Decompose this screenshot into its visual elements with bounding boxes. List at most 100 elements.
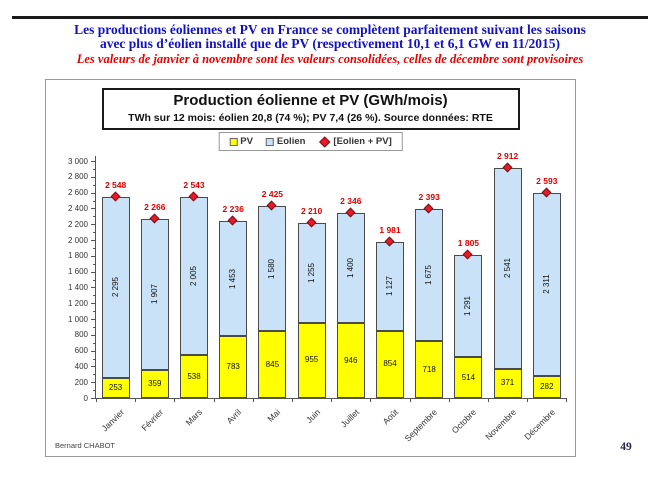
y-tick — [91, 350, 96, 352]
bar-eolien-segment — [140, 218, 169, 370]
legend-item-pv: PV — [229, 136, 253, 147]
x-tick — [370, 398, 372, 402]
top-divider-rule — [12, 16, 648, 19]
y-minor-tick — [93, 200, 96, 202]
y-minor-tick — [93, 279, 96, 281]
bar-pv-segment — [493, 368, 522, 398]
y-axis-label: 2 200 — [67, 219, 88, 229]
x-tick — [213, 398, 215, 402]
bar-eolien-segment — [219, 221, 248, 337]
x-tick — [174, 398, 176, 402]
x-tick — [331, 398, 333, 402]
bar-pv-segment — [415, 341, 444, 398]
eolien-value-label: 2 005 — [189, 266, 198, 287]
y-axis-label: 1 200 — [67, 298, 88, 308]
y-axis-label: 3 000 — [67, 156, 88, 166]
legend-item-total: [Eolien + PV] — [318, 135, 392, 148]
y-minor-tick — [93, 168, 96, 170]
headline-line1: Les productions éoliennes et PV en Franc… — [74, 22, 586, 37]
eolien-swatch-icon — [265, 137, 274, 146]
x-axis-label: Mai — [265, 407, 283, 424]
page-number: 49 — [620, 441, 632, 453]
y-tick — [91, 192, 96, 194]
eolien-value-label: 1 907 — [149, 284, 159, 305]
bar-eolien-segment — [376, 241, 404, 331]
bar-eolien-segment — [493, 167, 522, 369]
total-value-label: 1 981 — [379, 224, 401, 235]
author-credit: Bernard CHABOT — [55, 441, 116, 450]
y-axis-label: 1 000 — [67, 314, 88, 324]
eolien-value-label: 2 541 — [502, 258, 512, 279]
y-minor-tick — [93, 390, 96, 392]
eolien-value-label: 2 311 — [541, 274, 551, 295]
eolien-value-label: 1 675 — [424, 265, 434, 286]
pv-value-label: 718 — [422, 364, 436, 374]
pv-value-label: 371 — [500, 378, 515, 388]
x-tick — [409, 398, 411, 402]
pv-value-label: 955 — [304, 355, 319, 365]
x-tick — [252, 398, 254, 402]
bar-pv-segment — [297, 322, 326, 398]
headline-line2: avec plus d’éolien installé que de PV (r… — [99, 36, 561, 51]
eolien-value-label: 1 580 — [267, 258, 277, 279]
bar-pv-segment — [532, 375, 561, 398]
chart-title: Production éolienne et PV (GWh/mois) — [173, 92, 448, 109]
y-axis-label: 800 — [74, 330, 88, 340]
chart-title-box: Production éolienne et PV (GWh/mois) TWh… — [101, 88, 520, 130]
total-value-label: 2 210 — [300, 206, 323, 217]
bar-pv-segment — [219, 336, 248, 398]
y-axis-label: 2 400 — [67, 203, 88, 213]
headline-note: Les valeurs de janvier à novembre sont l… — [76, 52, 584, 66]
chart-frame: Production éolienne et PV (GWh/mois) TWh… — [45, 79, 576, 457]
bar-eolien-segment — [258, 206, 287, 332]
bar-pv-segment — [180, 355, 208, 398]
total-value-label: 2 266 — [144, 201, 166, 212]
y-tick — [91, 161, 96, 162]
x-axis-label: Novembre — [482, 407, 518, 442]
total-value-label: 2 346 — [340, 195, 362, 206]
y-minor-tick — [93, 374, 96, 376]
x-tick — [448, 398, 450, 402]
total-value-label: 2 543 — [183, 180, 205, 191]
y-minor-tick — [93, 295, 96, 297]
y-minor-tick — [93, 184, 96, 186]
total-value-label: 2 912 — [496, 150, 519, 161]
eolien-value-label: 2 295 — [110, 277, 120, 298]
chart-subtitle: TWh sur 12 mois: éolien 20,8 (74 %); PV … — [128, 111, 493, 124]
bar-pv-segment — [454, 357, 483, 398]
x-axis-label: Avril — [224, 407, 244, 426]
y-tick — [91, 208, 96, 210]
pv-value-label: 783 — [226, 362, 240, 372]
pv-swatch-icon — [229, 137, 238, 146]
x-axis-label: Juin — [303, 407, 322, 426]
y-axis-label: 2 000 — [67, 235, 88, 245]
pv-value-label: 253 — [108, 383, 123, 392]
bar-eolien-segment — [101, 196, 130, 378]
eolien-value-label: 1 127 — [385, 276, 394, 297]
total-value-label: 2 393 — [418, 191, 440, 202]
y-minor-tick — [93, 326, 96, 328]
bar-eolien-segment — [532, 193, 561, 376]
y-tick — [91, 287, 96, 289]
x-axis-line — [95, 398, 567, 400]
total-value-label: 2 548 — [104, 179, 127, 190]
y-axis-label: 0 — [83, 393, 88, 403]
pv-value-label: 282 — [540, 381, 554, 391]
legend-label-eolien: Eolien — [276, 136, 306, 147]
x-tick — [488, 398, 489, 402]
bar-pv-segment — [258, 331, 287, 398]
bar-pv-segment — [336, 323, 365, 398]
y-minor-tick — [93, 216, 96, 218]
legend-label-pv: PV — [240, 136, 253, 147]
bar-eolien-segment — [180, 197, 208, 356]
y-minor-tick — [93, 232, 96, 234]
eolien-value-label: 1 453 — [228, 268, 238, 289]
y-axis-label: 400 — [74, 361, 88, 371]
y-tick — [91, 224, 96, 226]
legend-label-total: [Eolien + PV] — [333, 136, 392, 147]
y-minor-tick — [93, 263, 96, 265]
x-axis-label: Mars — [183, 407, 205, 428]
x-tick — [566, 398, 568, 402]
pv-value-label: 845 — [265, 359, 280, 369]
